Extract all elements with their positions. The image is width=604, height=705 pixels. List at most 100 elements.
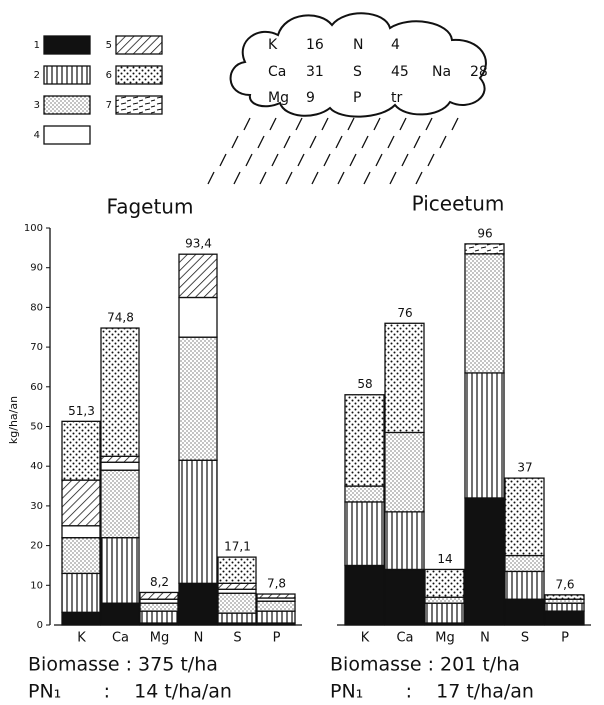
bar-segment: [178, 459, 218, 584]
y-tick-label: 100: [24, 223, 43, 234]
x-tick-label: P: [273, 631, 281, 646]
bar-segment: [256, 600, 296, 612]
bar-segment: [464, 253, 505, 374]
rain-stroke: [233, 171, 241, 185]
bar-segment: [464, 372, 505, 499]
bar-segment: [61, 537, 101, 575]
bar-segment: [504, 477, 545, 557]
rain-stroke: [361, 135, 369, 149]
rain-stroke: [337, 171, 345, 185]
total-label: 7,8: [267, 577, 286, 591]
rain-stroke: [257, 135, 265, 149]
x-tick-label: N: [480, 631, 490, 646]
bar-segment: [100, 455, 140, 463]
total-label: 37: [517, 461, 532, 475]
legend-swatch: [115, 95, 163, 115]
rain-stroke: [347, 117, 355, 131]
rain-stroke: [231, 135, 239, 149]
bar-segment: [61, 479, 101, 527]
legend-label: 4: [34, 130, 40, 141]
element-value: 4: [391, 37, 400, 53]
total-label: 74,8: [107, 311, 134, 325]
rain-stroke: [323, 153, 331, 167]
bar-segment: [61, 572, 101, 613]
bar-segment: [544, 594, 585, 600]
bar-segment: [344, 485, 385, 503]
bar-segment: [344, 394, 385, 487]
rain-stroke: [389, 171, 397, 185]
y-tick-label: 70: [30, 342, 43, 353]
bar-segment: [424, 596, 465, 604]
bar-segment: [100, 461, 140, 471]
total-label: 8,2: [150, 575, 169, 589]
footer-line: Biomasse : 201 t/ha: [330, 654, 520, 676]
bar-segment: [100, 327, 140, 457]
x-tick-label: Ca: [396, 631, 413, 646]
element-name: S: [353, 64, 362, 80]
legend-label: 1: [34, 40, 40, 51]
rain-stroke: [415, 171, 423, 185]
bar-segment: [178, 582, 218, 626]
bar-segment: [464, 497, 505, 626]
bar-segment: [464, 243, 505, 255]
legend-swatch: [43, 95, 91, 115]
rain-stroke: [427, 153, 435, 167]
cloud: [229, 12, 487, 118]
legend-swatch: [115, 35, 163, 55]
bar-segment: [139, 591, 179, 600]
bar-segment: [384, 431, 425, 513]
bar-segment: [344, 501, 385, 567]
total-label: 17,1: [224, 540, 251, 554]
rain-stroke: [413, 135, 421, 149]
total-label: 51,3: [68, 404, 95, 418]
bar-segment: [178, 296, 218, 338]
x-tick-label: S: [233, 631, 241, 646]
total-label: 14: [437, 552, 452, 566]
legend-label: 7: [106, 100, 112, 111]
x-tick-label: Mg: [150, 631, 169, 646]
rain-stroke: [285, 171, 293, 185]
x-tick-label: N: [194, 631, 204, 646]
bar-segment: [139, 602, 179, 612]
y-tick-label: 20: [30, 541, 43, 552]
rain-stroke: [349, 153, 357, 167]
legend-swatch: [43, 35, 91, 55]
y-tick-label: 30: [30, 501, 43, 512]
rain-stroke: [219, 153, 227, 167]
y-tick-label: 0: [37, 620, 43, 631]
rain-stroke: [271, 153, 279, 167]
element-name: K: [268, 37, 278, 53]
element-value: tr: [391, 90, 402, 106]
rain-stroke: [207, 171, 215, 185]
bar-segment: [100, 537, 140, 604]
bar-segment: [384, 511, 425, 571]
total-label: 93,4: [185, 237, 212, 251]
y-axis-label: kg/ha/an: [7, 396, 20, 444]
legend-label: 5: [106, 40, 112, 51]
rain-stroke: [439, 135, 447, 149]
bar-segment: [344, 564, 385, 626]
rain-stroke: [321, 117, 329, 131]
rain-stroke: [425, 117, 433, 131]
element-name: Na: [432, 64, 451, 80]
x-tick-label: Ca: [112, 631, 129, 646]
footer-line: PN₁ : 17 t/ha/an: [330, 681, 534, 703]
x-tick-label: S: [521, 631, 529, 646]
bar-segment: [217, 592, 257, 614]
bar-segment: [61, 525, 101, 539]
bar-segment: [384, 322, 425, 434]
element-value: 9: [306, 90, 315, 106]
bar-segment: [424, 568, 465, 598]
bar-segment: [256, 593, 296, 599]
bar-segment: [217, 556, 257, 584]
rain-stroke: [335, 135, 343, 149]
total-label: 76: [397, 306, 412, 320]
total-label: 96: [477, 226, 492, 240]
bar-segment: [139, 610, 179, 624]
legend-label: 2: [34, 70, 40, 81]
rain-stroke: [451, 117, 459, 131]
rain-stroke: [295, 117, 303, 131]
element-name: Ca: [268, 64, 286, 80]
bar-segment: [504, 570, 545, 600]
